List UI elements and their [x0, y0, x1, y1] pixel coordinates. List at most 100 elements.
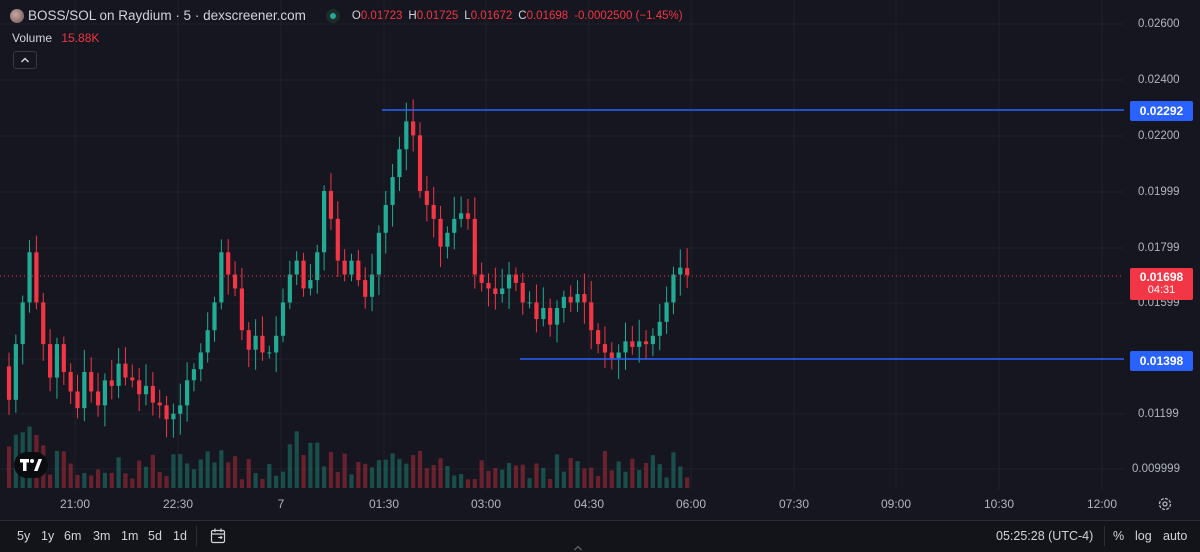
symbol-title[interactable]: BOSS/SOL on Raydium · 5 · dexscreener.co… — [28, 8, 306, 23]
volume-bar — [130, 478, 135, 488]
candle-body — [349, 260, 354, 275]
upper-line-price-tag[interactable]: 0.02292 — [1130, 101, 1193, 121]
candle-body — [68, 371, 73, 392]
volume-bar — [137, 460, 142, 488]
volume-bar — [157, 472, 162, 488]
candle-body — [198, 352, 203, 370]
chevron-up-icon — [21, 57, 29, 63]
range-3m-button[interactable]: 3m — [93, 529, 111, 543]
volume-bar — [356, 461, 361, 488]
candle-body — [342, 260, 347, 275]
scroll-handle-icon[interactable] — [573, 544, 583, 552]
volume-bar — [232, 456, 238, 488]
candle-body — [191, 369, 197, 381]
candle-body — [568, 296, 573, 303]
lower-line-price-tag[interactable]: 0.01398 — [1130, 351, 1193, 371]
volume-bar — [191, 469, 197, 488]
volume-bar — [123, 473, 128, 488]
candle-body — [554, 307, 560, 325]
candle-body — [500, 288, 505, 295]
volume-bar — [335, 471, 340, 488]
tradingview-logo-icon[interactable] — [14, 452, 48, 478]
volume-bar — [548, 479, 553, 488]
candle-body — [685, 268, 690, 276]
candle-body — [623, 341, 628, 353]
volume-bar — [89, 475, 94, 488]
volume-bar — [54, 450, 60, 488]
volume-bar — [479, 460, 484, 488]
volume-bar — [48, 474, 53, 488]
collapse-legend-button[interactable] — [13, 51, 37, 69]
volume-bar — [637, 469, 642, 488]
volume-bar — [280, 471, 286, 488]
timezone-clock[interactable]: 05:25:28 (UTC-4) — [996, 529, 1094, 543]
candle-body — [157, 402, 162, 406]
ohlc-high: H0.01725 — [408, 9, 459, 22]
range-6m-button[interactable]: 6m — [64, 529, 82, 543]
toolbar-divider — [196, 526, 197, 546]
log-scale-button[interactable]: log — [1135, 529, 1152, 543]
candle-body — [301, 260, 306, 289]
candle-body — [95, 391, 101, 406]
volume-legend[interactable]: Volume 15.88K — [12, 31, 99, 45]
time-tick: 06:00 — [675, 497, 707, 511]
time-tick: 21:00 — [59, 497, 91, 511]
candle-body — [465, 213, 471, 219]
percent-scale-button[interactable]: % — [1113, 529, 1125, 543]
volume-bar — [253, 473, 258, 488]
volume-bar — [616, 461, 621, 488]
range-1m-button[interactable]: 1m — [121, 529, 139, 543]
candlestick-chart[interactable] — [0, 0, 1124, 490]
ohlc-low: L0.01672 — [464, 9, 513, 22]
volume-bar — [630, 458, 635, 488]
range-5y-button[interactable]: 5y — [17, 529, 31, 543]
volume-bar — [185, 463, 190, 488]
token-avatar — [10, 8, 24, 23]
range-1y-button[interactable]: 1y — [41, 529, 55, 543]
candle-body — [130, 377, 135, 381]
candle-body — [205, 330, 210, 353]
volume-bar — [417, 450, 423, 488]
volume-bar — [602, 451, 608, 488]
price-tick: 0.02400 — [1138, 74, 1180, 86]
chart-canvas[interactable]: BOSS/SOL on Raydium · 5 · dexscreener.co… — [0, 0, 1124, 490]
price-tick: 0.01799 — [1138, 242, 1180, 254]
candle-body — [178, 405, 183, 414]
range-1d-button[interactable]: 1d — [173, 529, 187, 543]
candle-body — [116, 363, 121, 386]
candle-body — [664, 302, 669, 322]
candle-body — [527, 302, 532, 304]
time-axis[interactable] — [0, 490, 1200, 520]
volume-bar — [212, 462, 217, 488]
volume-bar — [205, 451, 210, 488]
volume-bar — [431, 464, 436, 488]
price-tick: 0.01999 — [1138, 186, 1180, 198]
volume-bar — [363, 463, 368, 488]
volume-bar — [260, 478, 265, 488]
market-status-icon[interactable] — [325, 8, 340, 23]
calendar-goto-date-icon[interactable] — [209, 527, 227, 545]
auto-scale-button[interactable]: auto — [1163, 529, 1188, 543]
candle-body — [212, 302, 217, 331]
price-axis[interactable] — [1124, 0, 1200, 490]
volume-bar — [390, 453, 395, 488]
time-tick: 7 — [277, 497, 285, 511]
volume-bar — [411, 455, 416, 488]
candle-body — [13, 344, 18, 400]
symbol-legend: BOSS/SOL on Raydium · 5 · dexscreener.co… — [10, 8, 683, 23]
ohlc-open: O0.01723 — [351, 9, 403, 22]
candle-body — [493, 288, 498, 295]
settings-gear-icon[interactable] — [1157, 496, 1173, 512]
candle-body — [513, 274, 518, 283]
candle-body — [438, 218, 443, 247]
volume-bar — [582, 468, 587, 488]
candle-body — [239, 288, 244, 331]
range-5d-button[interactable]: 5d — [148, 529, 162, 543]
candle-body — [479, 274, 484, 283]
candle-body — [48, 344, 53, 378]
candle-body — [369, 274, 375, 297]
volume-bar — [438, 458, 443, 488]
volume-bar — [61, 451, 66, 488]
volume-bar — [315, 442, 320, 488]
volume-bar — [643, 462, 649, 488]
